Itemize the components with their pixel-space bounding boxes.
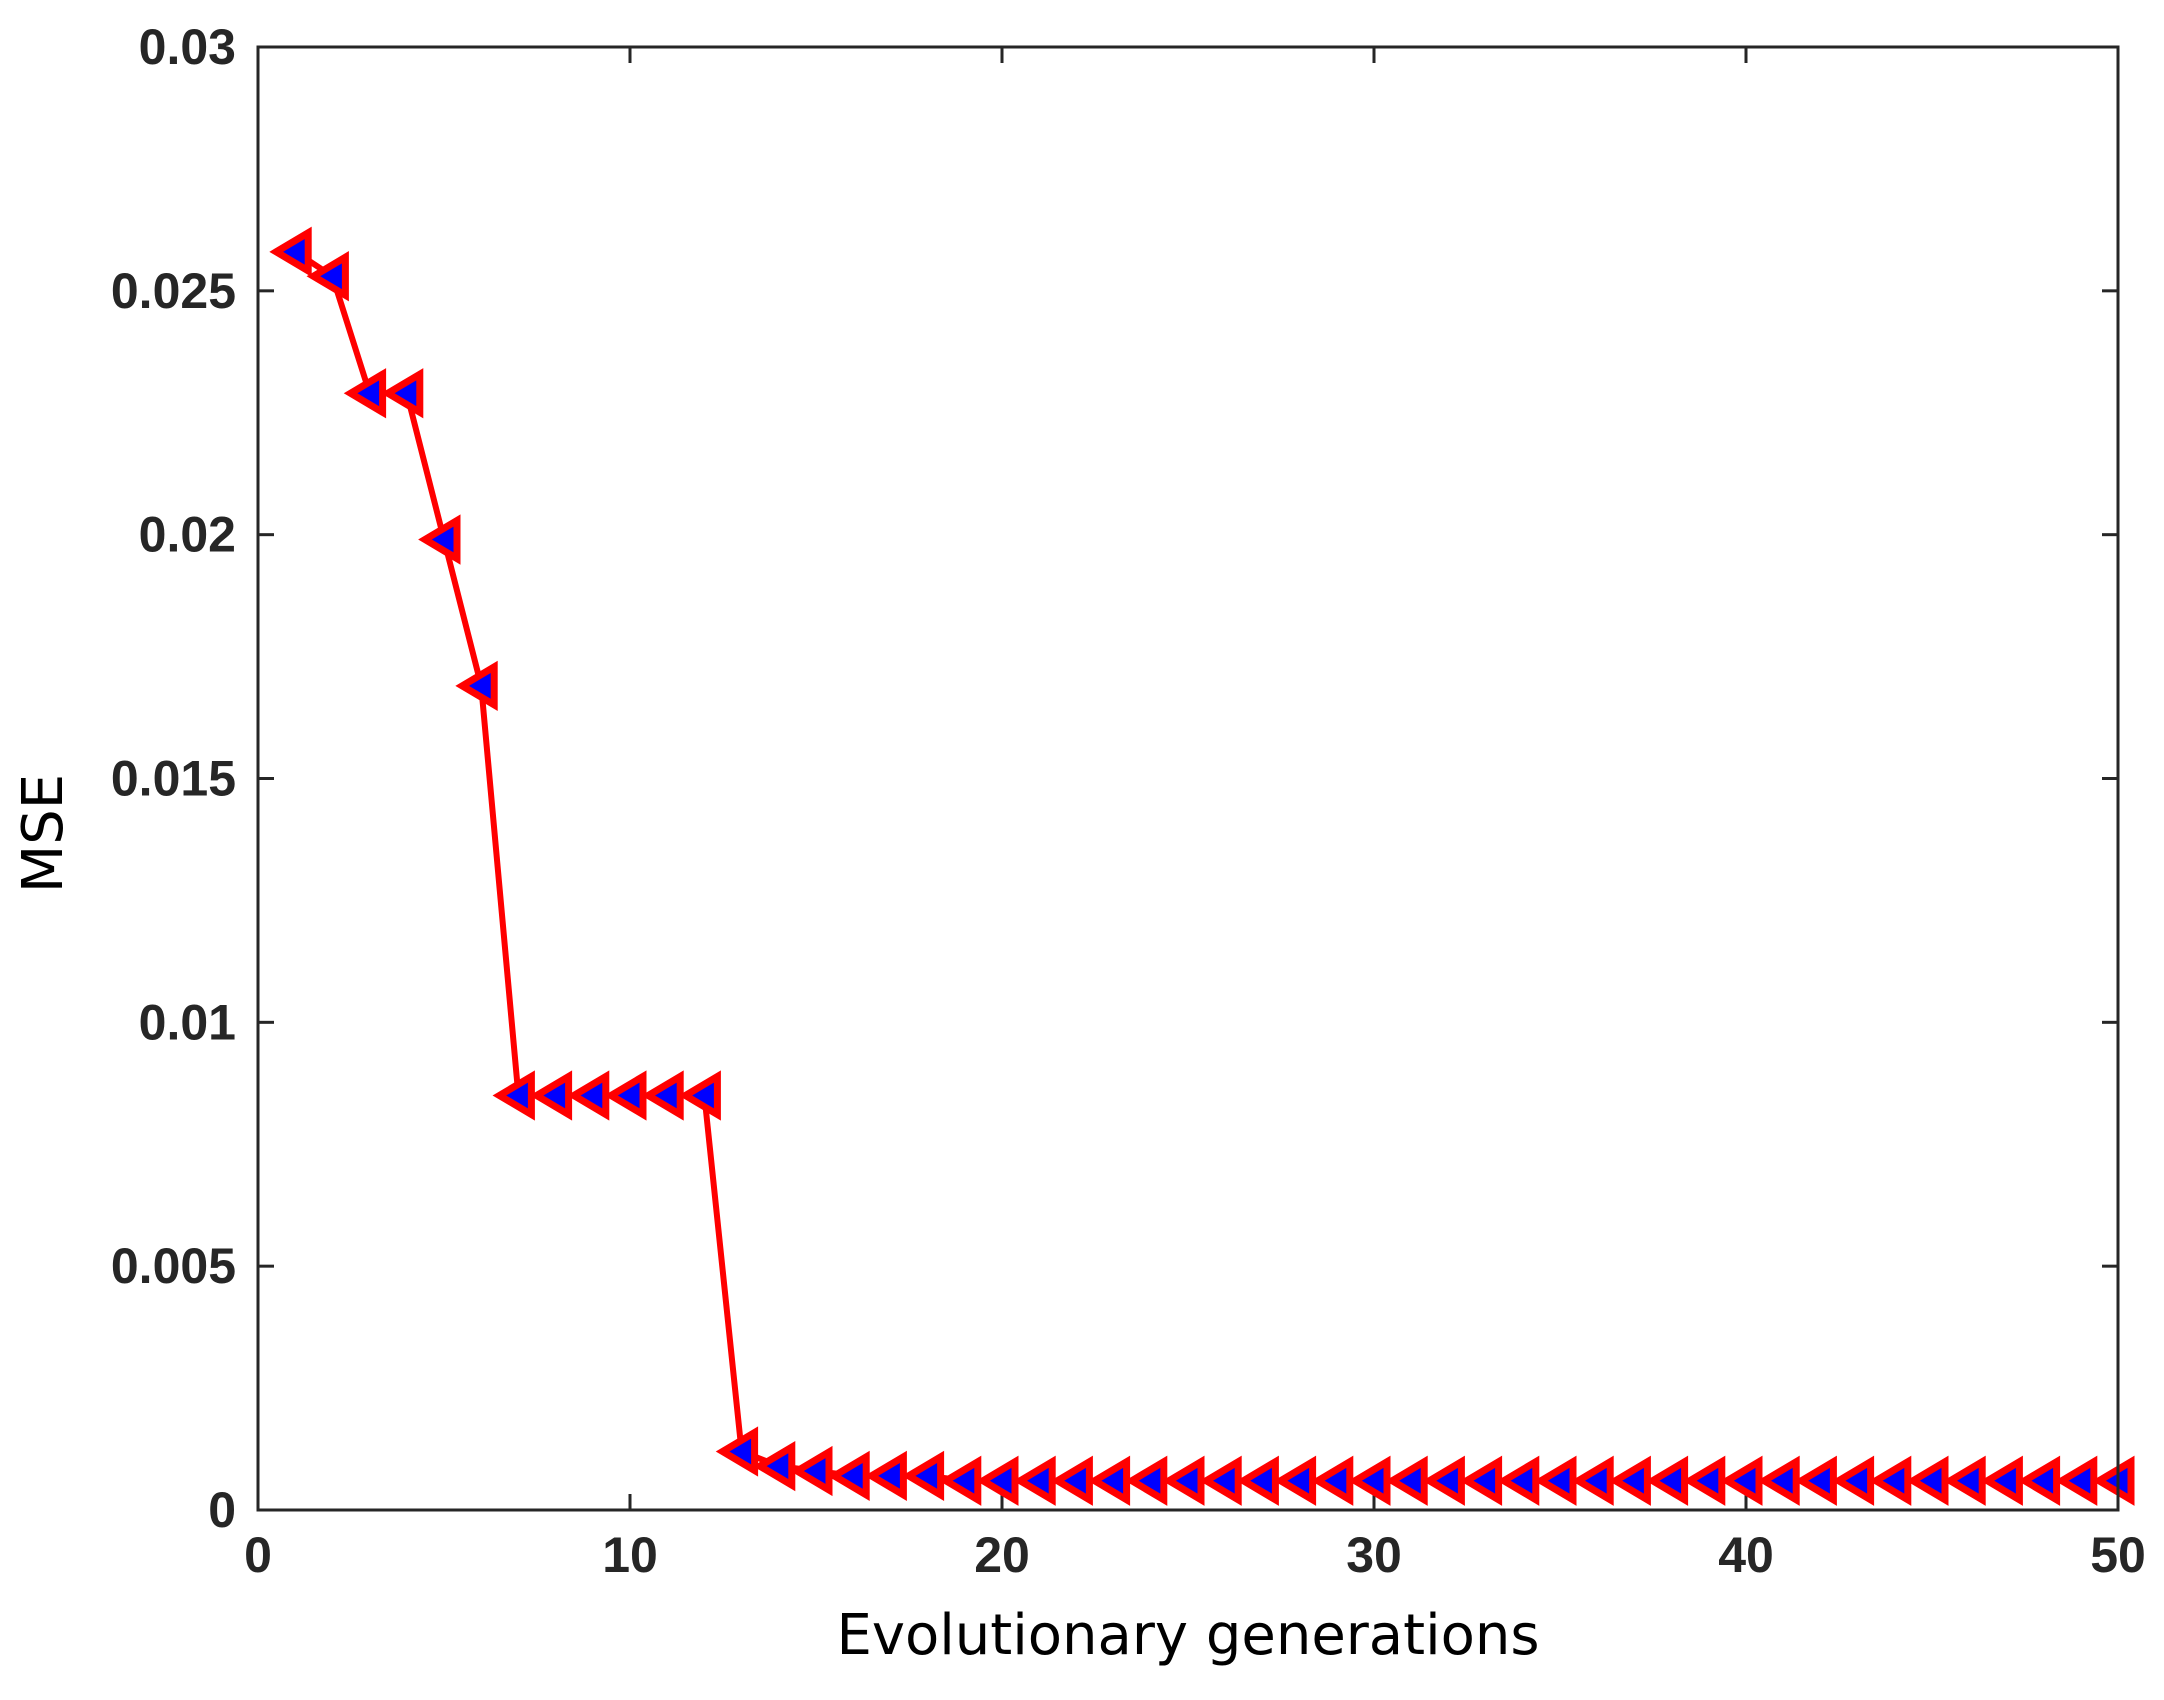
data-point bbox=[790, 1445, 833, 1497]
data-point bbox=[1050, 1455, 1093, 1506]
data-point bbox=[1199, 1455, 1242, 1506]
data-point bbox=[1013, 1455, 1056, 1506]
data-point bbox=[380, 368, 424, 419]
x-tick-label: 50 bbox=[2090, 1527, 2146, 1583]
data-point bbox=[1682, 1455, 1726, 1506]
data-point bbox=[566, 1070, 610, 1121]
data-point bbox=[1571, 1455, 1614, 1506]
y-tick-label: 0.015 bbox=[111, 751, 236, 807]
data-point bbox=[976, 1455, 1019, 1506]
data-point bbox=[1645, 1455, 1689, 1506]
axis-ticks bbox=[256, 45, 2120, 1512]
data-point bbox=[269, 226, 312, 277]
data-point bbox=[752, 1440, 796, 1492]
data-point bbox=[715, 1426, 759, 1477]
data-point bbox=[678, 1070, 721, 1121]
x-axis-title: Evolutionary generations bbox=[836, 1603, 1539, 1668]
y-tick-label: 0.03 bbox=[139, 19, 236, 75]
x-tick-label: 30 bbox=[1346, 1527, 1402, 1583]
data-point bbox=[529, 1070, 573, 1121]
data-point bbox=[1310, 1455, 1354, 1506]
y-tick-label: 0 bbox=[208, 1482, 236, 1538]
data-point bbox=[1124, 1455, 1168, 1506]
data-point bbox=[864, 1450, 907, 1502]
data-point bbox=[604, 1070, 647, 1121]
data-point bbox=[1831, 1455, 1875, 1506]
data-point bbox=[2054, 1455, 2098, 1506]
data-point bbox=[1236, 1455, 1279, 1506]
data-point bbox=[1459, 1455, 1503, 1506]
data-point bbox=[418, 514, 461, 565]
plot-frame bbox=[256, 45, 2120, 1512]
x-tick-label: 0 bbox=[244, 1527, 272, 1583]
data-point bbox=[1720, 1455, 1763, 1506]
y-tick-label: 0.01 bbox=[139, 994, 236, 1050]
data-point bbox=[455, 660, 498, 711]
y-axis-title: MSE bbox=[11, 774, 76, 893]
data-point bbox=[1385, 1455, 1428, 1506]
series-line bbox=[293, 249, 2118, 1484]
data-point bbox=[1906, 1455, 1949, 1506]
data-point bbox=[1757, 1455, 1800, 1506]
series-mse bbox=[269, 226, 2135, 1506]
data-point bbox=[1422, 1455, 1465, 1506]
y-tick-label: 0.02 bbox=[139, 507, 236, 563]
x-tick-label: 20 bbox=[974, 1527, 1030, 1583]
data-point bbox=[1348, 1455, 1391, 1506]
data-point bbox=[492, 1070, 535, 1121]
data-point bbox=[1980, 1455, 2023, 1506]
data-point bbox=[938, 1455, 982, 1506]
y-tick-label: 0.025 bbox=[111, 263, 236, 319]
data-point bbox=[1608, 1455, 1651, 1506]
data-point bbox=[306, 251, 349, 302]
data-point bbox=[827, 1450, 870, 1502]
data-point bbox=[1794, 1455, 1837, 1506]
y-tick-label: 0.005 bbox=[111, 1238, 236, 1294]
x-tick-label: 40 bbox=[1718, 1527, 1774, 1583]
data-point bbox=[1534, 1455, 1577, 1506]
data-point bbox=[641, 1070, 684, 1121]
data-point bbox=[1087, 1455, 1131, 1506]
data-point bbox=[1273, 1455, 1317, 1506]
data-point bbox=[343, 368, 387, 419]
tick-labels: 0 10 20 30 40 50 0 0.005 0.01 0.015 0.02 0.025 0.03 bbox=[111, 19, 2146, 1583]
x-tick-label: 10 bbox=[602, 1527, 658, 1583]
data-point bbox=[1162, 1455, 1205, 1506]
data-point bbox=[2017, 1455, 2061, 1506]
data-point bbox=[1943, 1455, 1986, 1506]
data-point bbox=[2092, 1455, 2135, 1506]
data-point bbox=[1496, 1455, 1540, 1506]
data-point bbox=[1868, 1455, 1912, 1506]
data-point bbox=[901, 1450, 945, 1502]
